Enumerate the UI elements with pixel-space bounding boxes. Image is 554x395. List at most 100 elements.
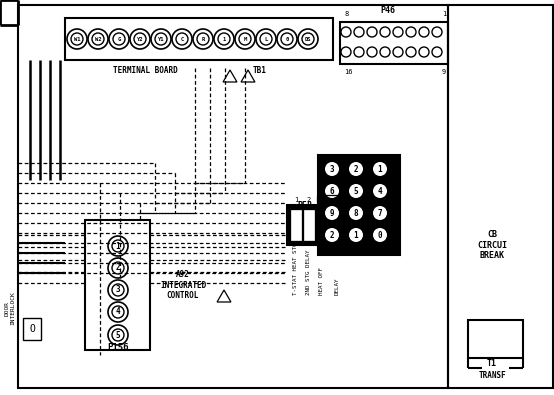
Circle shape xyxy=(323,204,341,222)
Circle shape xyxy=(432,47,442,57)
Text: TRANSF: TRANSF xyxy=(478,372,506,380)
Text: DS: DS xyxy=(305,36,311,41)
Circle shape xyxy=(214,29,234,49)
Circle shape xyxy=(393,47,403,57)
Circle shape xyxy=(277,29,297,49)
Text: 16: 16 xyxy=(344,69,352,75)
Bar xyxy=(468,320,523,358)
Circle shape xyxy=(406,27,416,37)
Text: TB1: TB1 xyxy=(253,66,267,75)
Text: 1: 1 xyxy=(353,231,358,239)
Text: P156: P156 xyxy=(107,342,129,352)
Text: 7: 7 xyxy=(378,209,382,218)
Text: 1: 1 xyxy=(442,11,446,17)
Circle shape xyxy=(349,228,363,242)
Circle shape xyxy=(260,33,272,45)
Text: W2: W2 xyxy=(95,36,101,41)
Bar xyxy=(448,5,553,388)
Circle shape xyxy=(88,29,108,49)
Circle shape xyxy=(325,162,339,176)
Circle shape xyxy=(197,33,209,45)
Text: 2: 2 xyxy=(307,197,311,203)
Text: 2: 2 xyxy=(330,231,334,239)
Bar xyxy=(65,18,333,60)
Circle shape xyxy=(349,206,363,220)
Text: Y2: Y2 xyxy=(137,36,143,41)
Text: CB
CIRCUI
BREAK: CB CIRCUI BREAK xyxy=(477,230,507,260)
Circle shape xyxy=(325,228,339,242)
Circle shape xyxy=(112,306,124,318)
Text: 2: 2 xyxy=(116,263,120,273)
Text: DELAY: DELAY xyxy=(335,278,340,295)
Bar xyxy=(340,22,448,64)
Text: 9: 9 xyxy=(330,209,334,218)
Circle shape xyxy=(354,27,364,37)
Circle shape xyxy=(347,226,365,244)
Circle shape xyxy=(341,47,351,57)
Bar xyxy=(287,205,345,245)
Circle shape xyxy=(323,226,341,244)
Circle shape xyxy=(172,29,192,49)
Circle shape xyxy=(71,33,83,45)
Text: 6: 6 xyxy=(330,186,334,196)
Text: 5: 5 xyxy=(116,331,120,339)
Circle shape xyxy=(134,33,146,45)
Circle shape xyxy=(371,226,389,244)
Circle shape xyxy=(419,27,429,37)
Circle shape xyxy=(176,33,188,45)
Circle shape xyxy=(151,29,171,49)
Circle shape xyxy=(371,204,389,222)
Circle shape xyxy=(108,302,128,322)
Circle shape xyxy=(108,280,128,300)
Text: 1: 1 xyxy=(222,36,225,41)
Text: 2ND STG DELAY: 2ND STG DELAY xyxy=(305,250,310,295)
Circle shape xyxy=(393,27,403,37)
Text: 3: 3 xyxy=(320,197,324,203)
Circle shape xyxy=(67,29,87,49)
Circle shape xyxy=(281,33,293,45)
Circle shape xyxy=(155,33,167,45)
Text: 1: 1 xyxy=(378,164,382,173)
Text: TERMINAL BOARD: TERMINAL BOARD xyxy=(112,66,177,75)
Text: 3: 3 xyxy=(330,164,334,173)
Bar xyxy=(85,220,150,350)
Circle shape xyxy=(256,29,276,49)
Text: 1: 1 xyxy=(116,241,120,250)
Bar xyxy=(318,155,400,255)
Text: 4: 4 xyxy=(333,197,337,203)
Circle shape xyxy=(380,47,390,57)
Circle shape xyxy=(218,33,230,45)
Circle shape xyxy=(92,33,104,45)
Text: 1: 1 xyxy=(294,197,298,203)
Circle shape xyxy=(406,47,416,57)
Text: 3: 3 xyxy=(116,286,120,295)
Text: Y1: Y1 xyxy=(158,36,164,41)
Bar xyxy=(23,318,41,340)
Bar xyxy=(18,5,448,388)
Circle shape xyxy=(235,29,255,49)
Text: 2: 2 xyxy=(353,164,358,173)
Text: DOOR
INTERLOCK: DOOR INTERLOCK xyxy=(4,291,16,325)
Circle shape xyxy=(130,29,150,49)
Circle shape xyxy=(109,29,129,49)
Circle shape xyxy=(112,262,124,274)
Text: R: R xyxy=(201,36,204,41)
Circle shape xyxy=(108,258,128,278)
Circle shape xyxy=(347,160,365,178)
Circle shape xyxy=(432,27,442,37)
Text: T1: T1 xyxy=(487,359,497,367)
Text: T-STAT HEAT STG: T-STAT HEAT STG xyxy=(293,243,297,295)
Circle shape xyxy=(323,160,341,178)
Text: P58: P58 xyxy=(297,201,312,209)
Circle shape xyxy=(373,206,387,220)
Text: G: G xyxy=(117,36,121,41)
Circle shape xyxy=(112,240,124,252)
Text: A92
INTEGRATED
CONTROL: A92 INTEGRATED CONTROL xyxy=(160,270,206,300)
Bar xyxy=(317,210,327,240)
Circle shape xyxy=(347,204,365,222)
Circle shape xyxy=(108,236,128,256)
Circle shape xyxy=(354,47,364,57)
Circle shape xyxy=(325,206,339,220)
Circle shape xyxy=(419,47,429,57)
Circle shape xyxy=(325,184,339,198)
